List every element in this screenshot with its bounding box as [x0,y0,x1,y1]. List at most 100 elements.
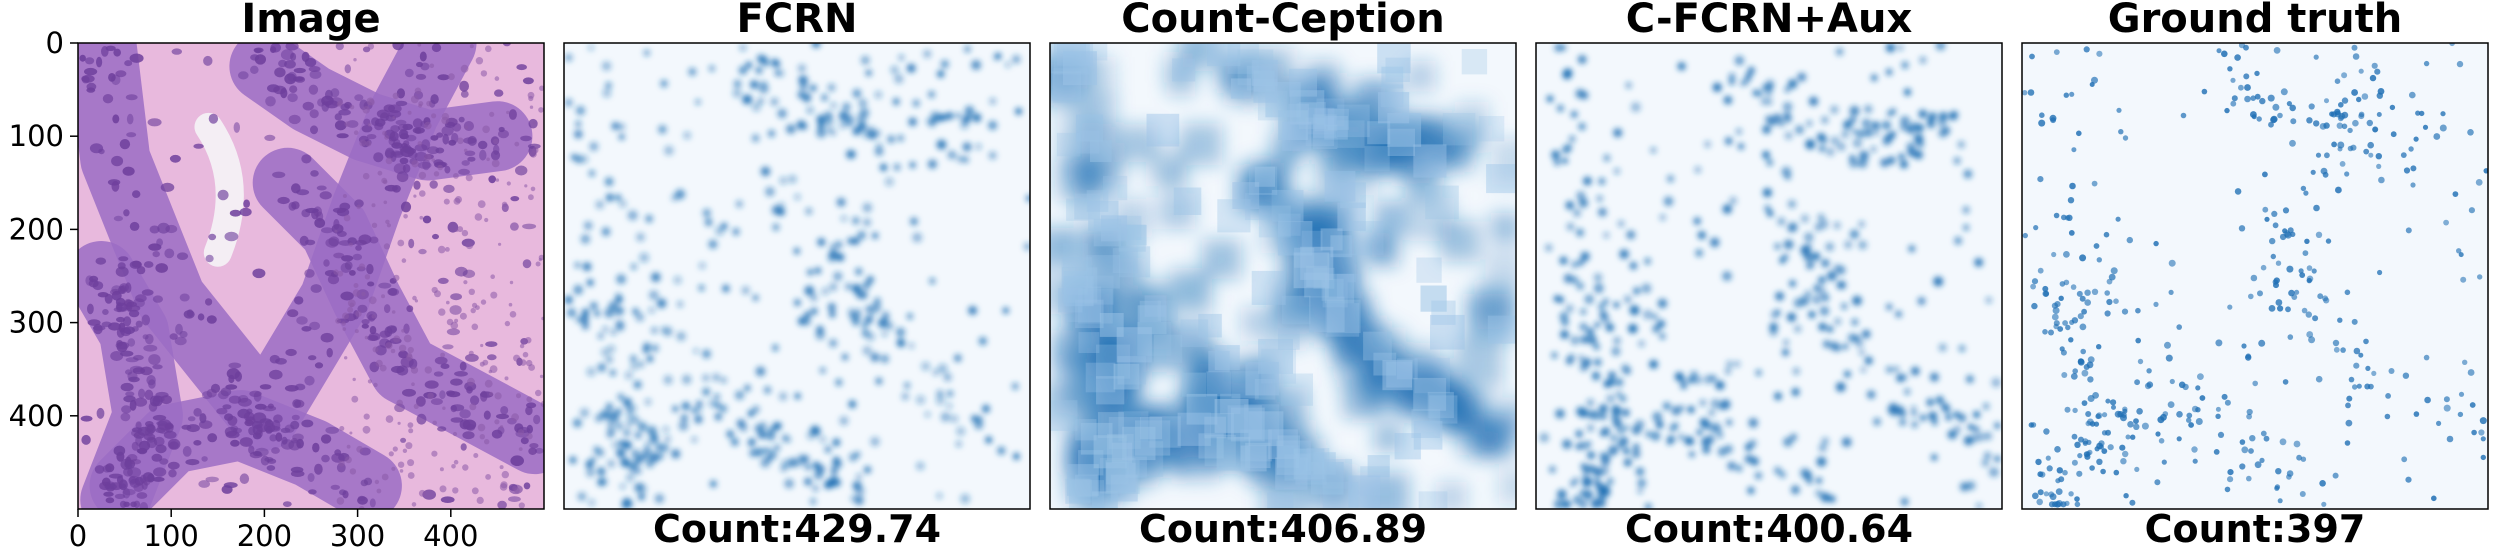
density-dot [974,420,984,430]
cell [518,447,523,451]
density-dot [1844,240,1853,249]
nucleus [130,459,142,465]
nucleus [412,118,423,129]
density-dot [2324,152,2330,159]
density-square [1382,360,1413,391]
density-dot [658,453,665,460]
density-dot [1927,117,1934,124]
density-dot [1630,102,1641,112]
density-dot [671,194,679,202]
density-square [1227,405,1262,440]
density-dot [2363,148,2370,155]
nucleus [285,43,299,51]
nucleus [249,390,262,397]
density-dot [1791,485,1800,495]
nucleus [402,388,416,397]
density-dot [1597,493,1607,503]
density-square [1413,420,1443,450]
panel-count-ception: Count-Ception Count:406.89 [1049,0,1517,550]
nucleus [422,215,432,224]
nucleus [288,202,297,211]
density-dot [947,150,957,160]
density-dot [2252,380,2258,387]
density-dot [1967,423,1975,431]
density-dot [1931,454,1938,461]
cell [450,321,459,330]
nucleus [399,157,409,165]
density-dot [2376,112,2382,117]
density-square [1289,68,1317,97]
nucleus [110,351,124,361]
density-dot [810,307,818,315]
density-dot [2059,281,2066,287]
density-dot [2072,407,2078,414]
density-dot [2302,250,2309,256]
nucleus [341,255,354,262]
cell [364,335,369,340]
density-dot [1572,208,1582,218]
density-dot [1815,489,1823,497]
cell [388,451,394,457]
density-dot [2042,290,2050,298]
nucleus [309,109,319,119]
cell [382,130,387,136]
density-dot [961,116,970,124]
cell [500,425,504,429]
density-dot [573,284,584,295]
density-dot [806,430,816,440]
nucleus [116,316,125,323]
density-dot [1708,409,1716,417]
density-square [1416,257,1442,283]
nucleus [417,161,432,169]
density-square [1261,348,1296,384]
density-square [1322,458,1353,489]
nucleus [225,430,240,439]
density-dot [875,377,883,385]
density-dot [2076,470,2083,477]
density-square [1295,453,1327,485]
nucleus [118,256,129,262]
density-dot [645,459,655,468]
density-dot [1563,273,1574,284]
density-dot [2446,435,2454,443]
density-dot [1898,418,1907,426]
density-dot [1873,130,1880,136]
cell [367,122,372,127]
nucleus [119,500,127,508]
density-dot [877,318,888,329]
density-dot [1808,311,1816,319]
density-dot [2377,269,2383,276]
cell [347,306,354,313]
density-dot [1613,128,1623,138]
density-dot [2084,453,2091,460]
density-dot [702,349,711,359]
density-dot [2306,265,2313,271]
density-dot [1577,354,1585,362]
density-dot [714,402,721,409]
y-tick-label: 0 [46,26,64,60]
nucleus [216,408,228,415]
density-dot [2257,290,2263,297]
cell [362,106,371,114]
cell [375,359,383,367]
density-square [1309,296,1345,332]
nucleus [310,125,318,135]
density-dot [745,61,753,69]
nucleus [408,238,415,249]
cell [362,425,371,434]
density-dot [2039,471,2046,478]
density-square [1103,175,1128,201]
density-dot [1702,445,1711,454]
nucleus [292,399,302,409]
density-dot [865,305,873,313]
density-square [1298,102,1326,129]
density-dot [2125,434,2131,440]
density-dot [1843,120,1852,130]
density-dot [1898,153,1905,160]
density-dot [644,398,652,406]
density-square [1410,198,1455,242]
density-dot [654,493,665,504]
density-dot [1563,68,1573,78]
nucleus [143,344,158,352]
